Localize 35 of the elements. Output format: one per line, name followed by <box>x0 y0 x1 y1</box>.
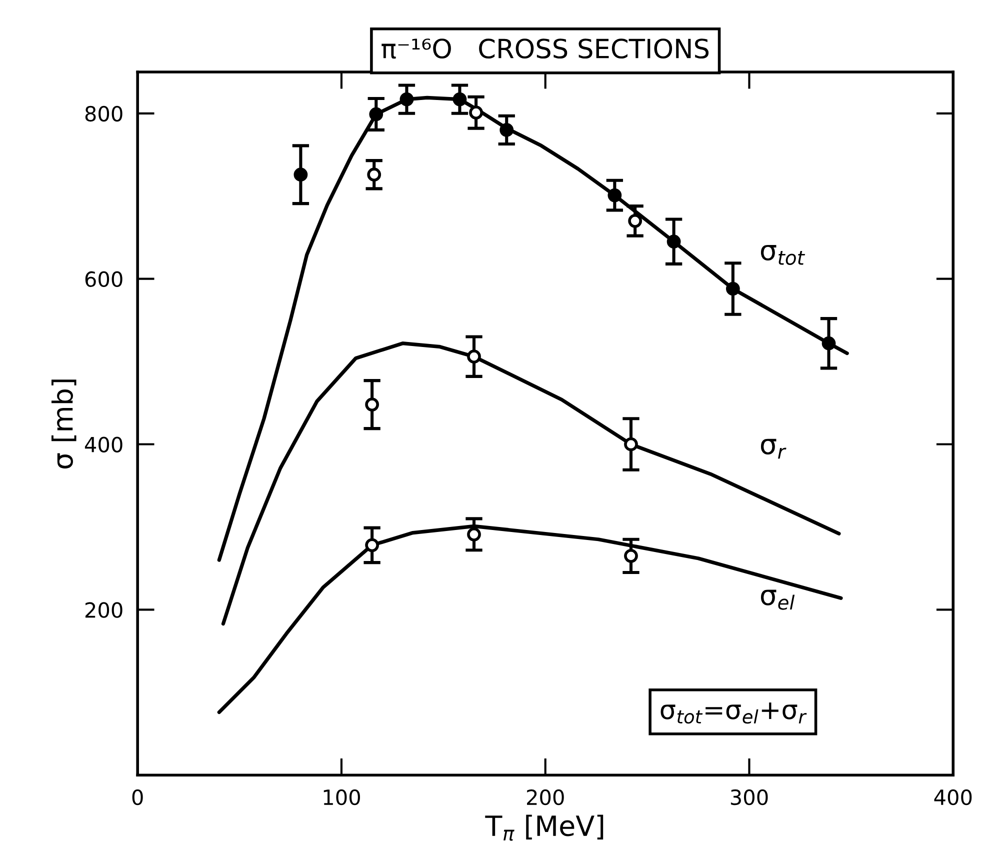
point <box>624 548 638 563</box>
x-axis-title: T$_{π}$ [MeV] <box>485 814 604 841</box>
chart-title: π⁻¹⁶O CROSS SECTIONS <box>382 38 709 59</box>
x-tick-label: 100 <box>324 789 360 806</box>
point <box>624 437 638 452</box>
point <box>822 336 836 350</box>
x-tick-label: 0 <box>132 789 143 806</box>
x-tick-label: 200 <box>527 789 564 806</box>
point <box>628 214 642 228</box>
point <box>294 168 308 182</box>
series-label: σ$_{el}$ <box>760 590 795 610</box>
point <box>500 123 514 137</box>
point <box>726 282 740 296</box>
point <box>452 92 467 106</box>
x-tick-label: 300 <box>730 789 768 806</box>
point <box>666 234 681 249</box>
point <box>400 92 414 106</box>
point <box>469 106 483 120</box>
series-label: σ$_{tot}$ <box>760 244 806 265</box>
annotation: σ$_{tot}$=σ$_{el}$+σ$_{r}$ <box>660 702 807 724</box>
point <box>467 527 481 542</box>
y-axis-title: σ [mb] <box>51 380 76 468</box>
point <box>369 107 384 122</box>
point <box>367 168 382 182</box>
y-tick-label: 600 <box>85 271 122 288</box>
y-tick-label: 800 <box>85 106 122 122</box>
x-tick-label: 400 <box>934 789 972 806</box>
line-series <box>221 342 841 626</box>
point <box>365 398 379 412</box>
point <box>467 350 481 364</box>
y-tick-label: 200 <box>85 602 122 618</box>
y-tick-label: 400 <box>84 436 122 452</box>
point <box>365 538 379 552</box>
series-label: σ$_{r}$ <box>760 438 786 459</box>
point <box>608 188 622 202</box>
